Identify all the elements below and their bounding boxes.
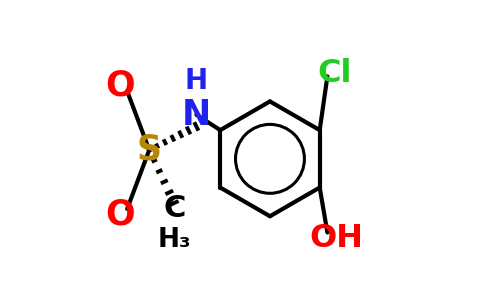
Text: N: N bbox=[182, 98, 211, 132]
Text: OH: OH bbox=[309, 223, 363, 254]
Text: S: S bbox=[137, 133, 162, 167]
Text: O: O bbox=[105, 68, 135, 102]
Text: H₃: H₃ bbox=[157, 227, 191, 253]
Text: H: H bbox=[185, 67, 208, 95]
Text: O: O bbox=[105, 198, 135, 232]
Text: C: C bbox=[163, 194, 185, 224]
Text: Cl: Cl bbox=[318, 58, 352, 89]
